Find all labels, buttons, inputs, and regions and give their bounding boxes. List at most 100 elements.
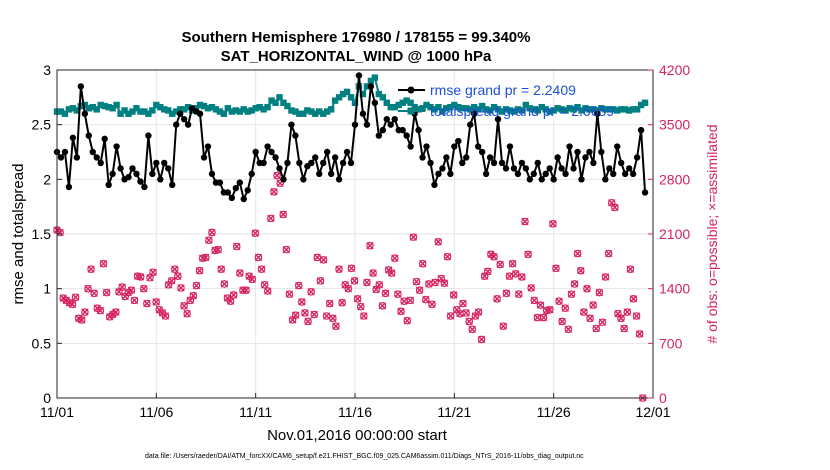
- rmse-point: [546, 165, 553, 172]
- totalspread-point: [93, 106, 100, 113]
- totalspread-point: [57, 108, 65, 115]
- obs-point: [242, 286, 250, 295]
- obs-point: [496, 260, 504, 269]
- obs-point: [499, 322, 508, 330]
- obs-point: [381, 289, 390, 298]
- obs-point: [96, 306, 105, 315]
- rmse-point: [419, 154, 426, 161]
- obs-point: [307, 287, 315, 296]
- rmse-point: [371, 99, 379, 107]
- rmse-point: [296, 159, 303, 167]
- obs-point: [174, 272, 182, 280]
- rmse-point: [149, 170, 156, 178]
- obs-point: [217, 265, 226, 273]
- x-axis-label: Nov.01,2016 00:00:00 start: [267, 427, 448, 444]
- totalspread-point: [443, 105, 450, 112]
- rmse-point: [65, 183, 73, 191]
- totalspread-point: [534, 107, 541, 114]
- obs-point: [310, 310, 319, 319]
- totalspread-point: [641, 99, 649, 106]
- totalspread-point: [236, 108, 243, 115]
- obs-point: [558, 317, 566, 326]
- totalspread-point: [149, 107, 156, 114]
- totalspread-point: [399, 99, 406, 106]
- rmse-point: [598, 148, 605, 156]
- x-tick-label: 11/06: [139, 404, 173, 420]
- rmse-point: [459, 159, 466, 167]
- totalspread-point: [546, 108, 553, 115]
- totalspread-point: [586, 106, 593, 113]
- obs-point: [251, 229, 260, 238]
- totalspread-point: [621, 106, 629, 113]
- obs-point: [273, 171, 281, 180]
- rmse-point: [165, 165, 172, 172]
- totalspread-point: [65, 106, 73, 113]
- totalspread-point: [530, 106, 537, 113]
- totalspread-point: [145, 110, 152, 117]
- rmse-point: [145, 132, 152, 139]
- totalspread-point: [192, 105, 200, 112]
- totalspread-point: [113, 101, 120, 109]
- rmse-point: [586, 148, 593, 156]
- totalspread-point: [121, 107, 128, 114]
- totalspread-point: [184, 103, 192, 111]
- rmse-point: [455, 137, 462, 145]
- obs-point: [518, 273, 526, 281]
- totalspread-point: [101, 102, 108, 110]
- totalspread-point: [474, 106, 482, 113]
- totalspread-point: [77, 102, 85, 110]
- totalspread-point: [387, 103, 394, 111]
- rmse-point: [323, 148, 331, 156]
- chart-title: Southern Hemisphere 176980 / 178155 = 99…: [182, 29, 531, 46]
- obs-point: [335, 265, 343, 273]
- totalspread-point: [602, 106, 609, 113]
- obs-point: [149, 268, 157, 277]
- totalspread-point: [447, 103, 454, 111]
- rmse-point: [176, 110, 184, 117]
- rmse-point: [494, 116, 502, 123]
- totalspread-point: [502, 106, 510, 113]
- rmse-point: [169, 181, 176, 188]
- rmse-point: [161, 159, 168, 167]
- obs-point: [205, 236, 213, 245]
- y2-tick-label: 4200: [659, 62, 690, 78]
- totalspread-point: [633, 106, 641, 113]
- legend-rmse-label: rmse grand pr = 2.2409: [430, 82, 576, 98]
- rmse-point: [335, 176, 343, 183]
- rmse-point: [614, 143, 621, 150]
- obs-point: [629, 295, 638, 303]
- y2-tick-label: 0: [659, 390, 667, 406]
- y-tick-label: 0: [43, 390, 51, 406]
- chart-subtitle: SAT_HORIZONTAL_WIND @ 1000 hPa: [221, 48, 492, 65]
- obs-point: [304, 317, 312, 326]
- totalspread-point: [304, 107, 311, 114]
- totalspread-point: [97, 101, 104, 109]
- rmse-point: [240, 195, 247, 203]
- obs-point: [161, 312, 170, 320]
- totalspread-point: [212, 106, 220, 113]
- rmse-point: [320, 159, 327, 167]
- totalspread-point: [514, 106, 522, 113]
- rmse-point: [327, 170, 335, 178]
- rmse-point: [216, 179, 224, 186]
- obs-point: [623, 308, 632, 316]
- rmse-point: [621, 170, 629, 178]
- totalspread-point: [415, 106, 422, 113]
- totalspread-point: [208, 103, 216, 111]
- rmse-point: [482, 170, 490, 178]
- obs-point: [539, 313, 548, 322]
- totalspread-point: [574, 103, 581, 111]
- totalspread-point: [570, 106, 577, 113]
- obs-point: [180, 302, 188, 310]
- obs-point: [118, 283, 126, 291]
- obs-point: [81, 308, 89, 316]
- rmse-point: [486, 154, 494, 161]
- obs-point: [189, 291, 198, 300]
- obs-point: [257, 265, 266, 273]
- rmse-point: [518, 159, 526, 167]
- totalspread-point: [427, 103, 434, 111]
- obs-point: [483, 267, 492, 276]
- rmse-point: [117, 165, 124, 172]
- rmse-point: [224, 189, 232, 196]
- obs-point: [552, 264, 560, 273]
